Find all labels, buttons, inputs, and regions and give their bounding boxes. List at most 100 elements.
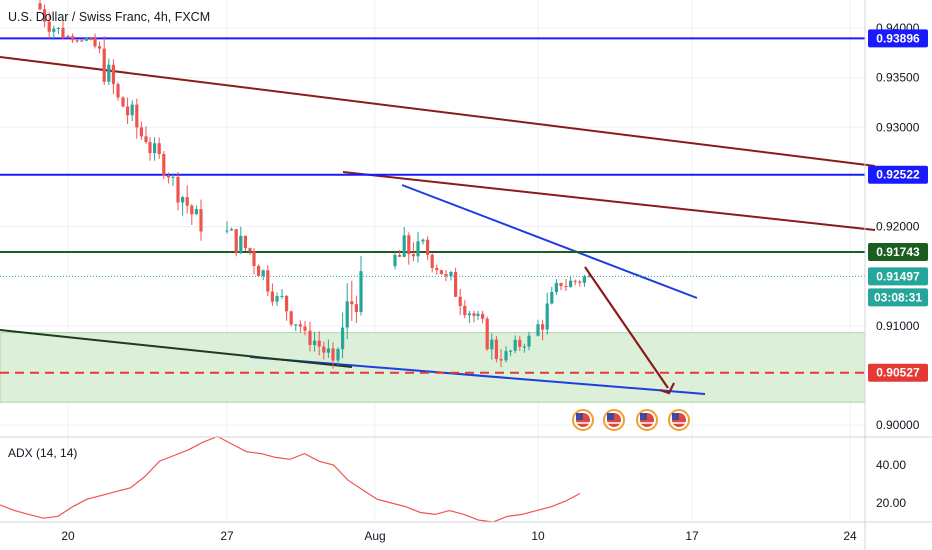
candle-body (157, 143, 161, 154)
candle-body (52, 28, 56, 32)
candle-body (308, 330, 312, 346)
adx-line (0, 435, 581, 523)
x-tick-label: 17 (685, 529, 699, 543)
adx-tick-label: 20.00 (876, 496, 906, 510)
candle-body (467, 313, 471, 316)
candle-body (313, 340, 317, 346)
candle-body (485, 318, 489, 350)
candle-body (275, 295, 279, 302)
candle-body (252, 251, 256, 266)
candle-body (402, 235, 406, 257)
price-label-resistance-mid: 0.92522 (868, 165, 928, 184)
candle-body (89, 38, 93, 40)
candle-body (199, 209, 203, 232)
event-flag-icon[interactable] (636, 409, 658, 431)
candles (38, 0, 591, 369)
candle-body (326, 348, 330, 353)
candle-body (393, 254, 397, 267)
candle-body (573, 280, 577, 282)
price-label-text: 0.93896 (876, 31, 920, 45)
candle-body (449, 272, 453, 277)
candle-body (84, 38, 88, 41)
candle-body (289, 311, 293, 325)
candle-body (261, 270, 265, 276)
price-label-countdown: 03:08:31 (868, 288, 928, 307)
candle-body (407, 235, 411, 255)
economic-events (572, 409, 690, 431)
candle-body (509, 350, 513, 352)
candle-body (298, 324, 302, 327)
candle-body (481, 313, 485, 319)
candle-body (463, 305, 467, 316)
candle-body (130, 104, 134, 116)
candle-body (359, 271, 363, 313)
event-flag-icon[interactable] (603, 409, 625, 431)
x-tick-label: 27 (220, 529, 234, 543)
x-tick-label: 20 (61, 529, 75, 543)
candle-body (121, 97, 125, 107)
chart-title: U.S. Dollar / Swiss Franc, 4h, FXCM (8, 10, 210, 24)
channel-lower-line (342, 171, 876, 231)
channel-upper-line (0, 56, 876, 167)
candle-body (322, 346, 326, 353)
candle-body (518, 339, 522, 347)
candle-body (190, 205, 194, 215)
adx-tick-label: 40.00 (876, 458, 906, 472)
candle-body (336, 349, 340, 361)
candle-body (439, 270, 443, 275)
horizontal-levels (0, 37, 865, 374)
long-support-line (0, 329, 353, 368)
candle-body (317, 340, 321, 347)
candle-body (162, 153, 166, 176)
candle-body (185, 197, 189, 206)
wedge-upper-line (401, 184, 698, 299)
price-label-last-price: 0.91497 (868, 267, 928, 286)
candle-body (75, 40, 79, 42)
candle-body (225, 230, 229, 232)
projection-arrow-head (659, 382, 675, 395)
candle-body (239, 235, 243, 253)
candle-body (285, 295, 289, 312)
price-label-text: 0.90527 (876, 366, 920, 380)
candle-body (578, 281, 582, 283)
candle-body (426, 239, 430, 255)
candle-body (303, 326, 307, 331)
candle-body (458, 296, 462, 306)
candle-body (435, 268, 439, 271)
candle-body (47, 21, 51, 32)
candle-body (416, 241, 420, 257)
candle-body (294, 324, 298, 326)
candle-body (527, 335, 531, 347)
candle-body (545, 303, 549, 330)
event-flag-icon[interactable] (668, 409, 690, 431)
candle-body (454, 272, 458, 297)
candle-body (144, 136, 148, 143)
candle-body (541, 324, 545, 330)
candle-body (536, 324, 540, 336)
candle-body (582, 276, 586, 283)
candle-body (43, 9, 47, 22)
candle-body (71, 36, 75, 41)
adx-label: ADX (14, 14) (8, 446, 77, 460)
candle-body (504, 351, 508, 361)
candle-body (66, 35, 70, 37)
candle-body (56, 27, 60, 29)
grid-layer (0, 0, 865, 522)
candle-body (126, 106, 130, 116)
adx-indicator (0, 435, 932, 523)
candle-body (153, 143, 157, 154)
price-label-support-red: 0.90527 (868, 363, 928, 382)
candle-body (554, 283, 558, 293)
candle-body (181, 197, 185, 203)
candle-body (345, 301, 349, 328)
candle-body (139, 127, 143, 137)
candle-body (234, 229, 238, 253)
candle-body (171, 176, 175, 178)
candle-body (107, 64, 111, 82)
event-flag-icon[interactable] (572, 409, 594, 431)
y-tick-label: 0.91000 (876, 319, 920, 333)
candle-body (550, 292, 554, 304)
candle-body (513, 339, 517, 351)
